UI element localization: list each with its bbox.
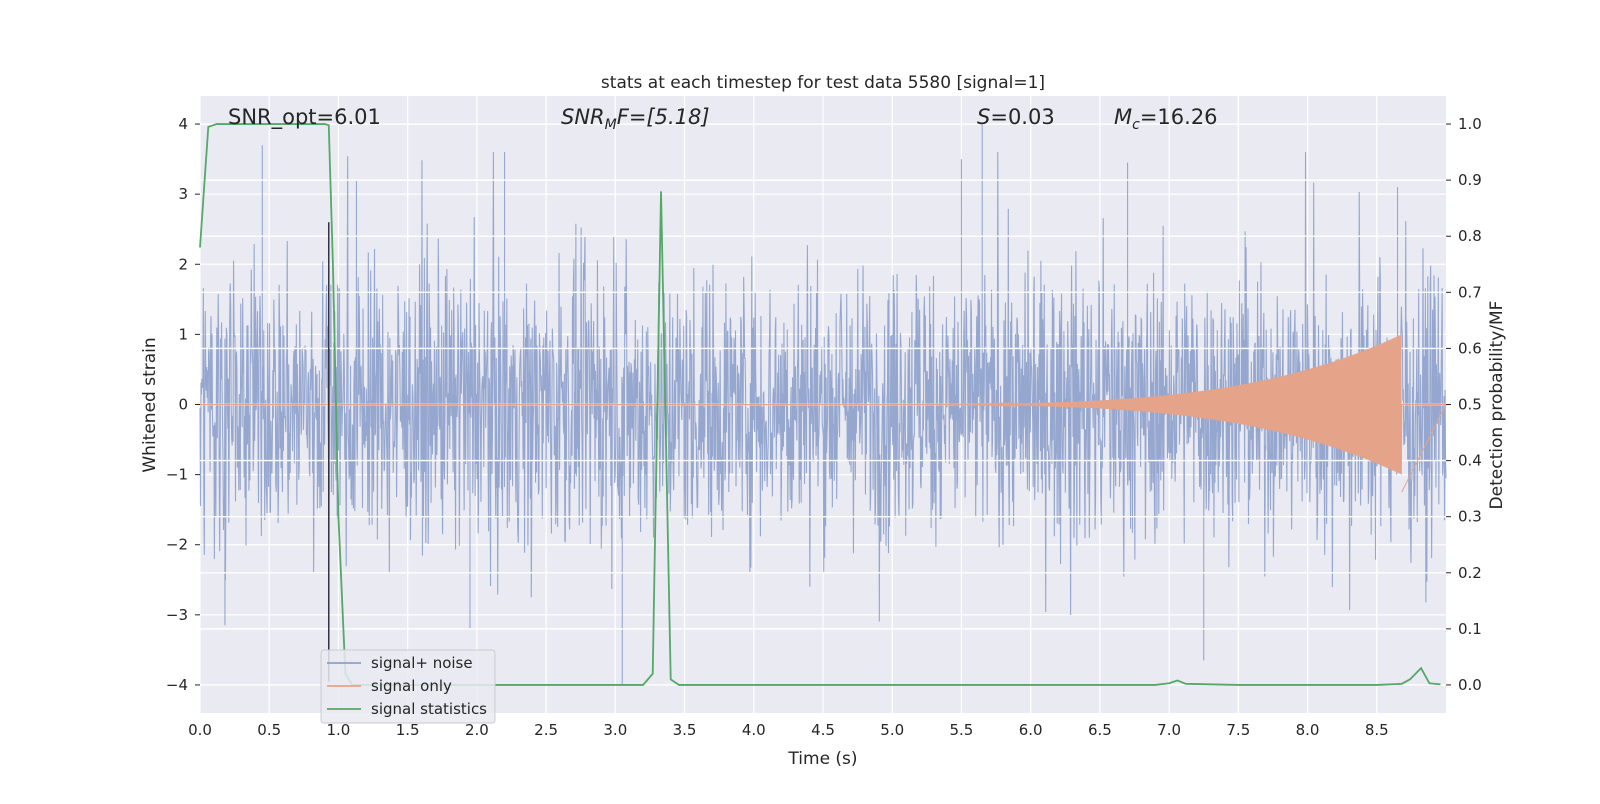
x-axis-label: Time (s) — [787, 749, 857, 769]
annotation-snr-mf-rest: F=[5.18] — [617, 105, 710, 129]
x-tick-label: 8.0 — [1296, 721, 1320, 739]
annotation-s-var: S — [977, 105, 990, 129]
legend-label-signal-only: signal only — [371, 677, 452, 695]
y-left-tick-label: 4 — [178, 115, 188, 133]
y-right-tick-label: 0.0 — [1458, 676, 1482, 694]
y-right-tick-label: 0.6 — [1458, 339, 1482, 357]
legend-label-noise: signal+ noise — [371, 654, 473, 672]
y-left-tick-label: −3 — [166, 606, 188, 624]
x-tick-label: 7.0 — [1157, 721, 1181, 739]
y-left-tick-label: 2 — [178, 255, 188, 273]
y-right-tick-label: 1.0 — [1458, 115, 1482, 133]
y-left-tick-label: −2 — [166, 536, 188, 554]
annotation-snr-mf-base: SNR — [561, 105, 605, 129]
annotation-mc-sub: c — [1132, 117, 1140, 133]
series-signal-only — [200, 334, 1447, 493]
x-tick-label: 5.5 — [950, 721, 974, 739]
chart-title: stats at each timestep for test data 558… — [601, 73, 1045, 93]
signal-only-line — [200, 334, 1447, 493]
axis-ticks: 0.0 0.5 1.0 1.5 2.0 2.5 3.0 3.5 4.0 4.5 5.0 5.5 6.0 6… — [166, 115, 1482, 739]
legend: signal+ noise signal only signal statist… — [320, 649, 496, 724]
y-right-tick-label: 0.4 — [1458, 452, 1482, 470]
x-tick-label: 0.5 — [257, 721, 281, 739]
annotation-snr-mf-sub: M — [605, 117, 617, 133]
annotation-s: S=0.03 — [977, 105, 1055, 129]
y-left-tick-label: 0 — [178, 396, 188, 414]
y-left-tick-label: 3 — [178, 185, 188, 203]
legend-label-statistics: signal statistics — [371, 700, 487, 718]
annotation-mc: Mc=16.26 — [1114, 105, 1218, 133]
annotation-mc-base: M — [1114, 105, 1132, 129]
y-right-tick-label: 0.7 — [1458, 283, 1482, 301]
x-tick-label: 2.5 — [534, 721, 558, 739]
annotation-snr-opt: SNR_opt=6.01 — [228, 105, 381, 130]
y-axis-right-label: Detection probability/MF — [1487, 301, 1507, 510]
y-left-tick-label: −1 — [166, 466, 188, 484]
y-axis-left-label: Whitened strain — [140, 337, 160, 472]
annotation-snr-mf: SNRMF=[5.18] — [561, 105, 710, 133]
x-tick-label: 6.0 — [1019, 721, 1043, 739]
y-left-tick-label: 1 — [178, 325, 188, 343]
x-tick-label: 1.5 — [396, 721, 420, 739]
y-right-tick-label: 0.1 — [1458, 620, 1482, 638]
x-tick-label: 6.5 — [1088, 721, 1112, 739]
x-tick-label: 2.0 — [465, 721, 489, 739]
y-right-tick-label: 0.3 — [1458, 508, 1482, 526]
x-tick-label: 8.5 — [1365, 721, 1389, 739]
x-tick-label: 3.5 — [673, 721, 697, 739]
y-right-tick-label: 0.2 — [1458, 564, 1482, 582]
x-tick-label: 7.5 — [1226, 721, 1250, 739]
annotation-s-rest: =0.03 — [990, 105, 1054, 129]
x-tick-label: 0.0 — [188, 721, 212, 739]
x-tick-label: 1.0 — [327, 721, 351, 739]
y-left-tick-label: −4 — [166, 676, 188, 694]
annotation-mc-rest: =16.26 — [1140, 105, 1218, 129]
legend-box — [320, 649, 496, 724]
series-signal-statistics — [199, 123, 1441, 686]
y-right-tick-label: 0.9 — [1458, 171, 1482, 189]
y-right-tick-label: 0.8 — [1458, 227, 1482, 245]
x-tick-label: 4.5 — [811, 721, 835, 739]
x-tick-label: 5.0 — [880, 721, 904, 739]
x-tick-label: 4.0 — [742, 721, 766, 739]
y-right-tick-label: 0.5 — [1458, 396, 1482, 414]
x-tick-label: 3.0 — [603, 721, 627, 739]
